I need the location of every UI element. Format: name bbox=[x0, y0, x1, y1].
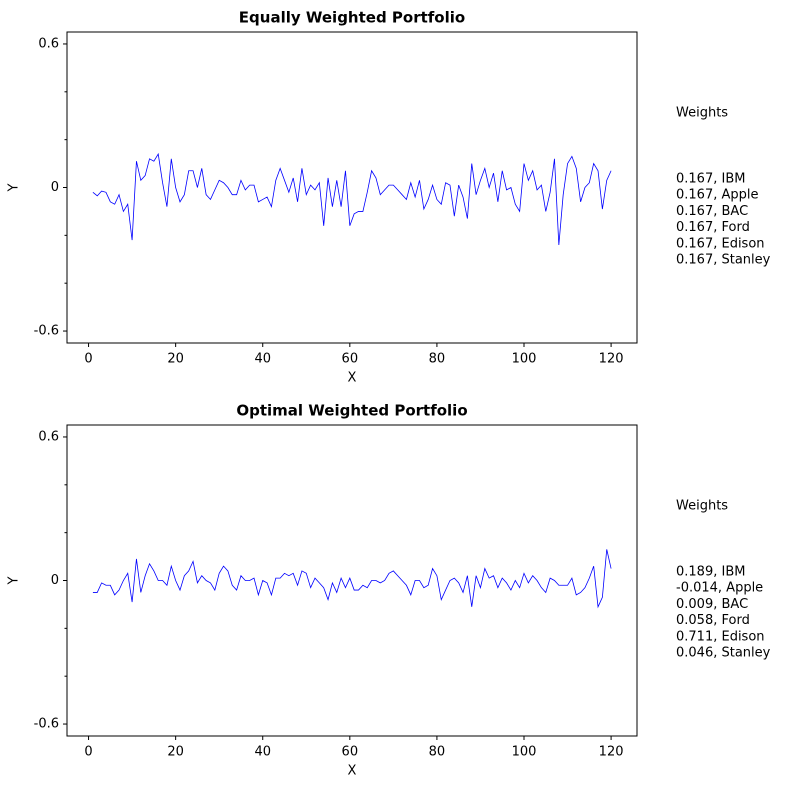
x-axis-label: X bbox=[348, 371, 357, 386]
x-tick-label: 100 bbox=[512, 745, 537, 760]
weight-entry: -0.014, Apple bbox=[676, 581, 763, 596]
y-tick-label: -0.6 bbox=[34, 324, 59, 339]
y-axis-label: Y bbox=[7, 183, 22, 192]
weight-entry: 0.058, Ford bbox=[676, 613, 750, 628]
data-line bbox=[92, 549, 612, 609]
x-tick-label: 60 bbox=[342, 745, 359, 760]
chart-title: Optimal Weighted Portfolio bbox=[236, 402, 467, 420]
x-tick-label: 120 bbox=[599, 745, 624, 760]
y-tick-label: 0 bbox=[51, 573, 59, 588]
weight-entry: 0.189, IBM bbox=[676, 565, 745, 580]
x-tick-label: 40 bbox=[254, 352, 271, 367]
weights-title: Weights bbox=[676, 499, 728, 514]
x-tick-label: 80 bbox=[429, 745, 446, 760]
weight-entry: 0.167, Ford bbox=[676, 220, 750, 235]
data-line bbox=[92, 152, 612, 245]
x-tick-label: 40 bbox=[254, 745, 271, 760]
weight-entry: 0.167, IBM bbox=[676, 172, 745, 187]
y-tick-label: 0 bbox=[51, 180, 59, 195]
x-tick-label: 0 bbox=[84, 745, 92, 760]
weight-entry: 0.711, Edison bbox=[676, 629, 765, 644]
weights-title: Weights bbox=[676, 106, 728, 121]
plot-area bbox=[66, 424, 638, 737]
x-axis-label: X bbox=[348, 764, 357, 779]
x-tick-label: 100 bbox=[512, 352, 537, 367]
plot-area bbox=[66, 31, 638, 344]
x-tick-label: 80 bbox=[429, 352, 446, 367]
weight-entry: 0.167, Apple bbox=[676, 188, 759, 203]
x-tick-label: 60 bbox=[342, 352, 359, 367]
weight-entry: 0.046, Stanley bbox=[676, 646, 771, 661]
x-tick-label: 120 bbox=[599, 352, 624, 367]
weight-entry: 0.167, BAC bbox=[676, 204, 748, 219]
weight-entry: 0.009, BAC bbox=[676, 597, 748, 612]
y-tick-label: 0.6 bbox=[38, 429, 59, 444]
chart-title: Equally Weighted Portfolio bbox=[239, 9, 465, 27]
y-tick-label: -0.6 bbox=[34, 717, 59, 732]
y-tick-label: 0.6 bbox=[38, 36, 59, 51]
x-tick-label: 20 bbox=[167, 352, 184, 367]
weight-entry: 0.167, Stanley bbox=[676, 253, 771, 268]
y-axis-label: Y bbox=[7, 576, 22, 585]
x-tick-label: 0 bbox=[84, 352, 92, 367]
x-tick-label: 20 bbox=[167, 745, 184, 760]
weight-entry: 0.167, Edison bbox=[676, 236, 765, 251]
